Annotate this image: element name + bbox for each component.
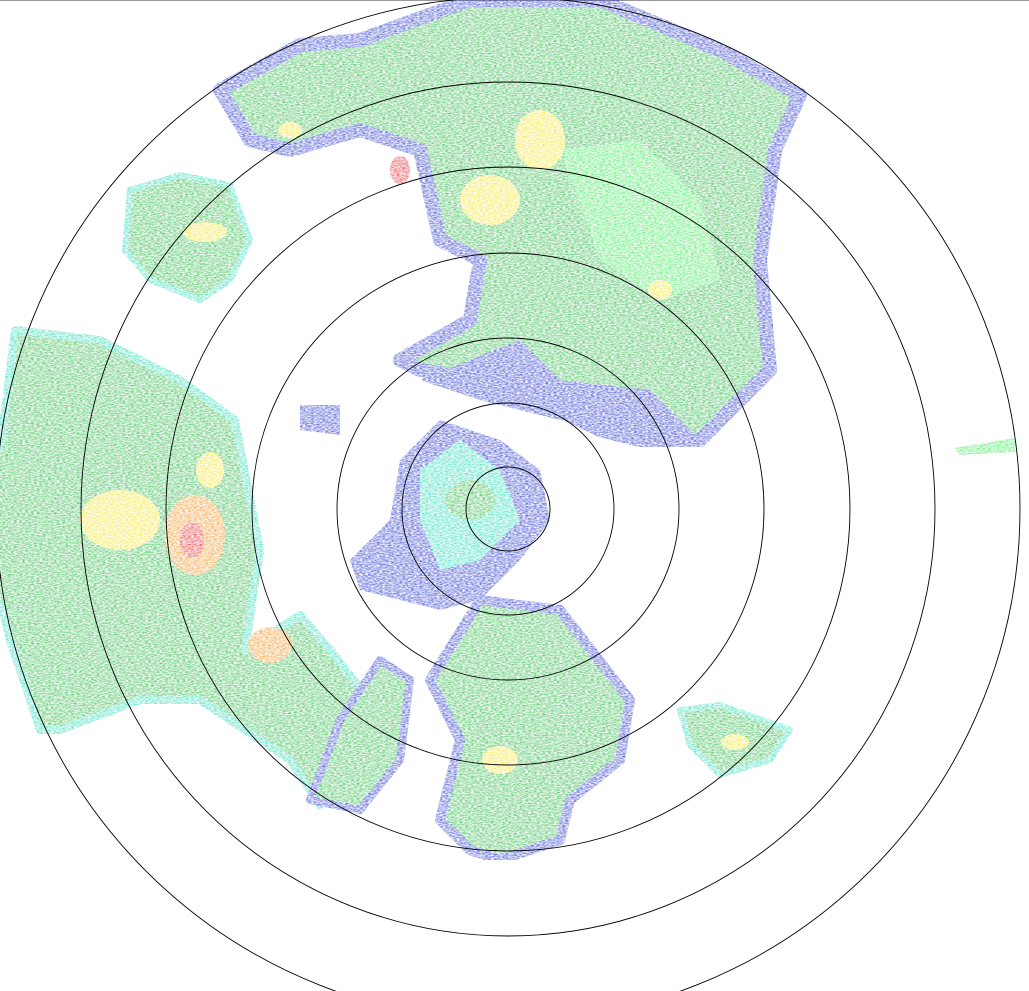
range-ring-5 bbox=[165, 166, 851, 852]
echo-heavy bbox=[278, 122, 302, 138]
range-ring-3 bbox=[336, 337, 680, 681]
range-ring-4 bbox=[251, 252, 765, 766]
range-ring-2 bbox=[401, 402, 615, 616]
echo-extreme bbox=[390, 156, 410, 184]
echo-heavy bbox=[482, 746, 518, 774]
echo-small bbox=[300, 405, 340, 435]
echo-region-south bbox=[425, 595, 635, 865]
echo-region-west-core bbox=[0, 450, 80, 620]
range-ring-6 bbox=[80, 81, 936, 937]
echo-heavy bbox=[460, 175, 520, 225]
echo-center-core bbox=[445, 480, 495, 520]
echo-heavy bbox=[648, 280, 672, 300]
range-ring-1 bbox=[465, 466, 551, 552]
echo-heavy bbox=[80, 490, 160, 550]
precipitation-echoes bbox=[0, 0, 1015, 865]
echo-heavy bbox=[183, 222, 227, 242]
echo-extreme bbox=[180, 522, 204, 558]
echo-region-southwest bbox=[306, 656, 414, 814]
echo-edge-northeast bbox=[420, 340, 700, 440]
echo-heavy bbox=[721, 734, 749, 750]
echo-streak-east bbox=[955, 438, 1015, 455]
echo-heavy bbox=[515, 110, 565, 170]
echo-heavy bbox=[196, 452, 224, 488]
echo-intense bbox=[248, 627, 292, 663]
